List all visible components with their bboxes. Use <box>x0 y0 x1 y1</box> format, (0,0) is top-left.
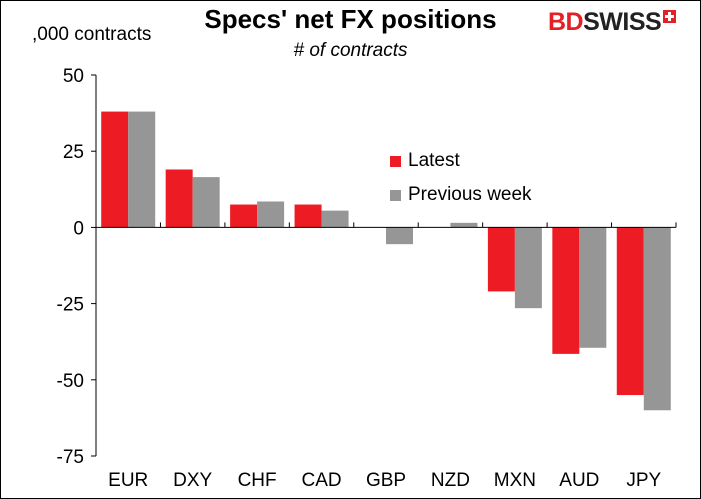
bar-latest-aud <box>552 227 580 354</box>
bar-latest-chf <box>230 204 258 228</box>
x-category-label-jpy: JPY <box>626 470 661 491</box>
bar-latest-jpy <box>616 227 644 396</box>
bar-latest-cad <box>294 204 322 228</box>
chart-title: Specs' net FX positions <box>204 4 497 34</box>
x-category-label-eur: EUR <box>108 470 148 491</box>
bar-previous-cad <box>321 210 349 228</box>
bar-previous-eur <box>128 111 156 228</box>
y-tick-label: 25 <box>63 142 84 163</box>
bar-previous-jpy <box>643 227 671 411</box>
x-category-label-nzd: NZD <box>431 470 470 491</box>
bar-previous-aud <box>579 227 607 348</box>
y-tick-label: 50 <box>63 66 84 87</box>
bar-previous-nzd <box>450 222 478 228</box>
bar-previous-dxy <box>192 177 220 228</box>
bar-latest-eur <box>101 111 129 228</box>
y-tick-label: -50 <box>57 371 84 392</box>
x-category-label-gbp: GBP <box>366 470 406 491</box>
bar-latest-mxn <box>487 227 515 292</box>
x-category-label-mxn: MXN <box>494 470 536 491</box>
legend-item-latest: Latest <box>390 150 460 172</box>
y-tick-label: -25 <box>57 295 84 316</box>
bar-latest-dxy <box>165 169 193 228</box>
y-unit-label: ,000 contracts <box>32 24 152 45</box>
bdswiss-logo: BD SWISS <box>548 8 677 37</box>
x-category-label-chf: CHF <box>238 470 277 491</box>
bar-previous-chf <box>257 201 285 228</box>
legend-label-previous: Previous week <box>408 184 532 205</box>
bar-previous-gbp <box>386 227 413 245</box>
x-category-label-aud: AUD <box>559 470 599 491</box>
swiss-cross-icon <box>663 10 677 23</box>
legend-swatch-previous <box>390 189 401 201</box>
legend-swatch-latest <box>390 155 401 167</box>
logo-text-bd: BD <box>548 8 584 36</box>
legend-label-latest: Latest <box>408 150 460 171</box>
logo-text-swiss: SWISS <box>583 8 662 36</box>
bar-previous-mxn <box>514 227 542 309</box>
chart-subtitle: # of contracts <box>293 40 408 61</box>
legend-item-previous: Previous week <box>390 184 532 206</box>
y-tick-label: -75 <box>57 447 84 468</box>
x-category-label-dxy: DXY <box>173 470 212 491</box>
y-tick-label: 0 <box>73 218 84 239</box>
x-category-label-cad: CAD <box>301 470 341 491</box>
